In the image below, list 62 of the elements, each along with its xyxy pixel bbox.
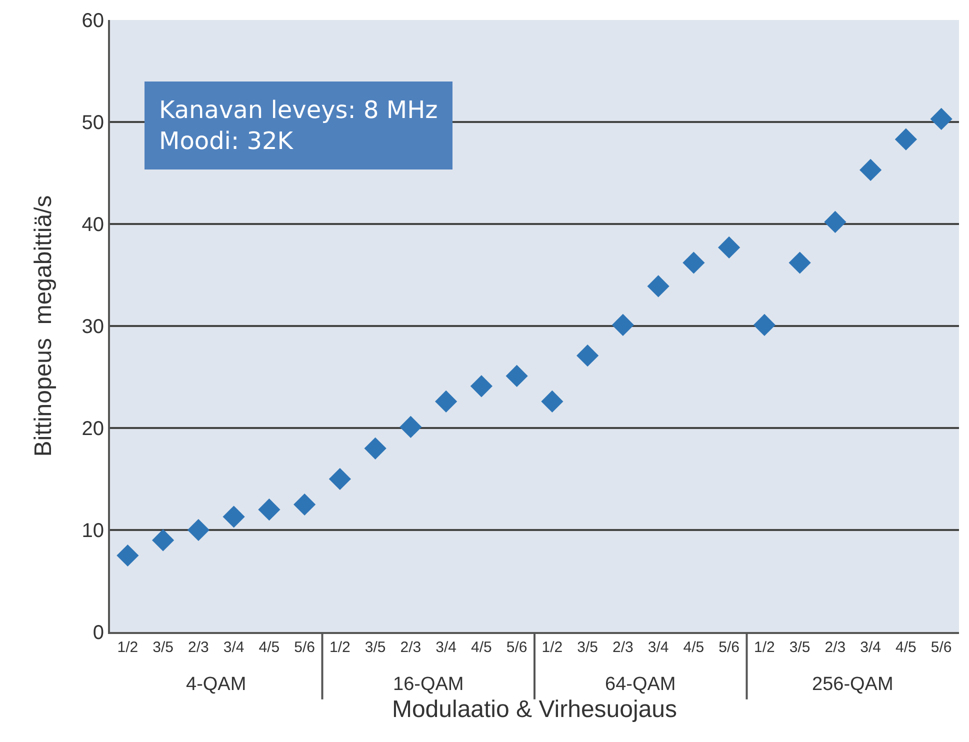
point [506, 364, 528, 388]
point [152, 529, 174, 552]
point [364, 437, 386, 460]
x-tick-label: 4/5 [258, 639, 280, 656]
point [894, 128, 917, 150]
x-tick-label: 3/4 [648, 639, 669, 656]
x-tick-label: 3/5 [152, 639, 174, 656]
x-tick-label: 1/2 [542, 639, 563, 656]
point [116, 544, 139, 567]
text: 256-QAM [812, 674, 894, 695]
point [788, 252, 811, 274]
x-tick-label: 2/3 [612, 639, 634, 656]
point [824, 210, 846, 234]
point [470, 375, 492, 398]
x-tick-label: 3/4 [436, 639, 456, 656]
point [541, 390, 564, 413]
point [400, 416, 422, 438]
point [718, 236, 740, 259]
x-tick-label: 5/6 [930, 639, 952, 656]
x-tick-label: 3/5 [789, 639, 810, 656]
x-tick-label: 1/2 [330, 639, 350, 656]
x-tick-label: 3/4 [223, 639, 244, 656]
x-tick-label: 4/5 [471, 639, 492, 656]
point [187, 518, 210, 542]
y-tick-label: 50 [82, 112, 104, 134]
y-tick-label: 10 [82, 520, 104, 542]
point [576, 344, 599, 367]
annotation: Kanavan leveys: 8 MHz Moodi: 32K [159, 96, 438, 156]
point [860, 158, 882, 181]
x-tick-label: 4/5 [683, 639, 704, 656]
x-tick-label: 5/6 [506, 639, 528, 656]
text: 16-QAM [393, 674, 464, 695]
text: 4-QAM [186, 674, 246, 695]
x-tick-label: 5/6 [718, 639, 740, 656]
point [647, 275, 670, 298]
point [258, 498, 280, 521]
point [328, 468, 351, 490]
y-tick-label: 20 [82, 418, 104, 440]
x-tick-label: 3/4 [860, 639, 881, 656]
y-tick-label: 60 [82, 10, 104, 32]
y-tick-label: 40 [82, 214, 104, 236]
point [612, 314, 634, 336]
x-tick-label: 3/5 [364, 639, 386, 656]
x-tick-label: 2/3 [400, 639, 422, 656]
x-tick-label: 3/5 [577, 639, 598, 656]
point [222, 506, 245, 528]
x-tick-label: 1/2 [754, 639, 775, 656]
point [682, 252, 705, 274]
text: 64-QAM [605, 674, 676, 695]
x-tick-label: 4/5 [896, 639, 916, 656]
x-tick-label: 2/3 [188, 639, 209, 656]
x-tick-label: 2/3 [824, 639, 846, 656]
x-tick-label: 5/6 [294, 639, 315, 656]
point [435, 390, 458, 413]
x-tick-label: 1/2 [117, 639, 138, 656]
x-axis-title: Modulaatio & Virhesuojaus [392, 696, 678, 723]
y-tick-label: 0 [92, 622, 104, 644]
point [753, 314, 776, 336]
point [930, 108, 952, 130]
point [294, 493, 316, 516]
y-tick-label: 30 [82, 316, 104, 338]
y-axis-title: Bittinopeus megabittiä/s [30, 195, 57, 457]
